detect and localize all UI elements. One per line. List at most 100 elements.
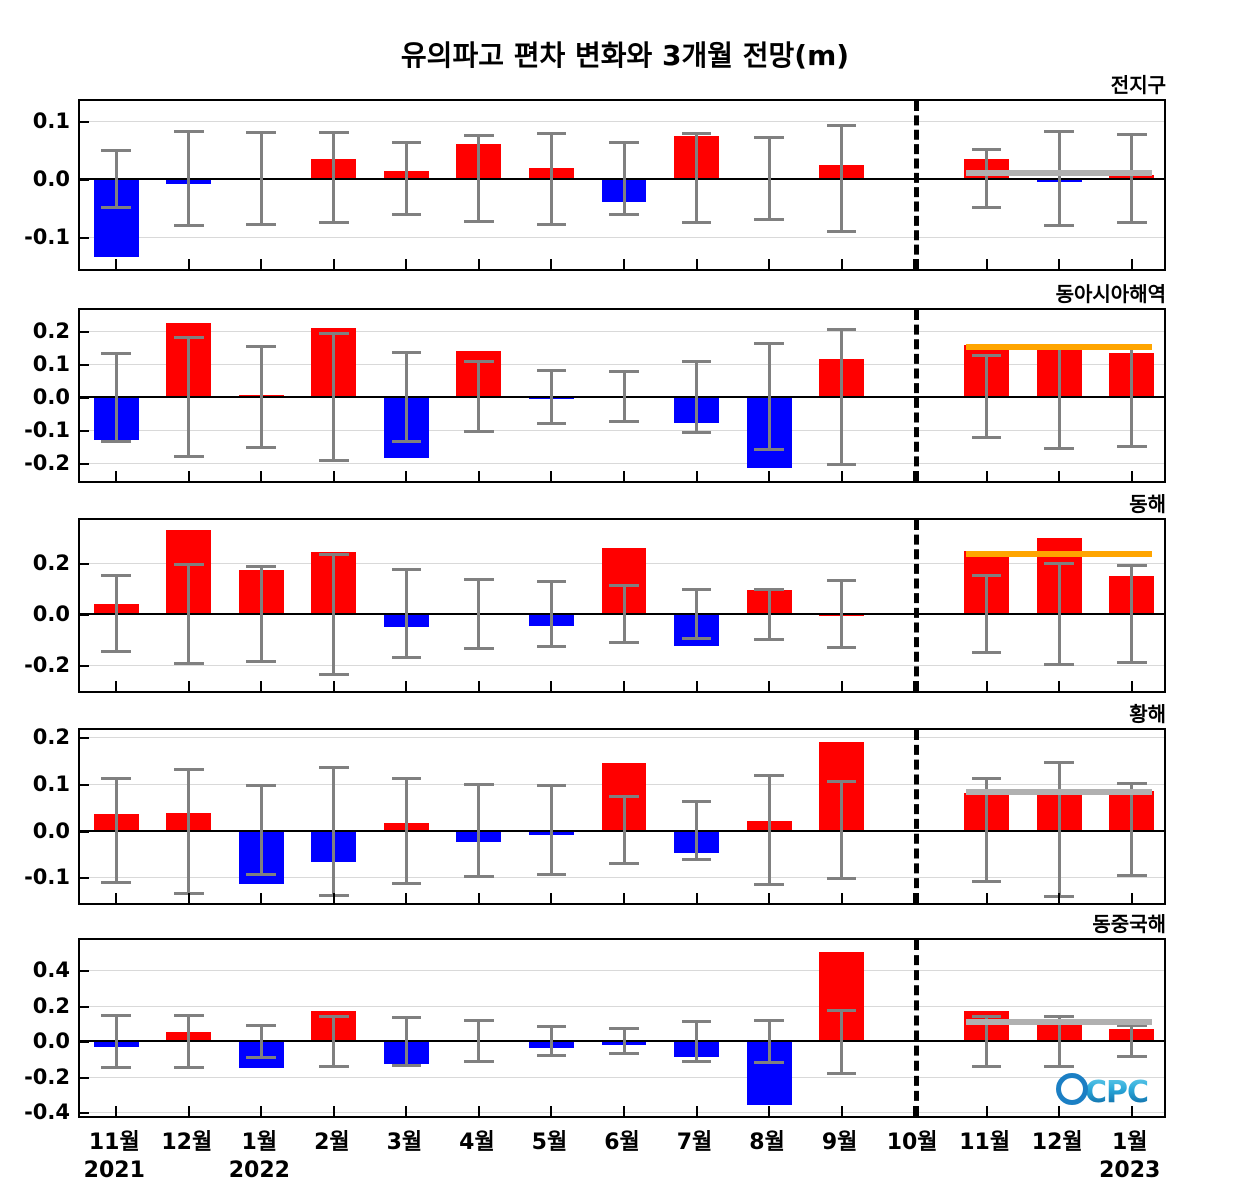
error-bar-cap xyxy=(1044,562,1075,566)
error-bar-line xyxy=(549,131,553,226)
gridline xyxy=(80,1076,1164,1078)
x-tick-mark xyxy=(1058,893,1061,903)
zero-axis-line xyxy=(80,613,1164,616)
error-bar-cap xyxy=(101,439,132,443)
y-tick-label: -0.1 xyxy=(24,225,70,250)
error-bar-cap xyxy=(609,795,639,799)
y-tick-label: 0.1 xyxy=(32,109,70,134)
error-bar-line xyxy=(1130,564,1134,664)
error-bar-cap xyxy=(246,783,277,787)
zero-axis-line xyxy=(80,396,1164,399)
error-bar-cap xyxy=(681,587,712,591)
error-bar-line xyxy=(840,1009,844,1076)
x-tick-mark xyxy=(985,471,988,481)
error-bar-cap xyxy=(971,354,1002,358)
error-bar-line xyxy=(985,354,989,439)
error-bar-line xyxy=(187,1013,191,1069)
y-tick-label: -0.2 xyxy=(24,450,70,475)
x-tick-mark xyxy=(115,471,118,481)
panel-region-label: 동해 xyxy=(1129,492,1166,516)
y-tick-label: 0.2 xyxy=(32,551,70,576)
error-bar-line xyxy=(985,776,989,884)
y-tick-mark xyxy=(80,1076,89,1079)
error-bar-line xyxy=(767,774,771,886)
error-bar-cap xyxy=(173,661,204,665)
error-bar-cap xyxy=(246,130,277,134)
x-tick-mark xyxy=(260,471,263,481)
error-bar-line xyxy=(549,579,553,648)
error-bar-line xyxy=(695,359,699,434)
error-bar-cap xyxy=(173,454,204,458)
error-bar-line xyxy=(622,795,626,865)
y-tick-mark xyxy=(80,970,89,973)
error-bar-cap xyxy=(536,421,567,425)
zero-axis-line xyxy=(80,829,1164,832)
error-bar-cap xyxy=(246,564,277,568)
y-tick-mark xyxy=(80,737,89,739)
error-bar-cap xyxy=(971,650,1002,654)
x-tick-mark xyxy=(405,471,408,481)
y-tick-label: -0.4 xyxy=(24,1100,70,1125)
x-tick-mark xyxy=(405,259,408,269)
error-bar-cap xyxy=(754,587,784,591)
error-bar-cap xyxy=(391,140,422,144)
error-bar-line xyxy=(1057,129,1061,228)
error-bar-cap xyxy=(173,1065,204,1069)
error-bar-cap xyxy=(173,562,204,566)
y-tick-label: 0.2 xyxy=(32,993,70,1018)
error-bar-cap xyxy=(246,446,277,450)
error-bar-cap xyxy=(1044,1065,1075,1068)
y-tick-mark xyxy=(80,430,89,433)
error-bar-cap xyxy=(971,1015,1002,1019)
error-bar-cap xyxy=(681,1019,712,1023)
error-bar-cap xyxy=(826,876,857,880)
x-tick-mark xyxy=(1058,259,1061,269)
gridline xyxy=(80,462,1164,464)
error-bar-cap xyxy=(173,223,204,227)
x-tick-mark xyxy=(550,893,553,903)
error-bar-line xyxy=(985,573,989,654)
error-bar-line xyxy=(477,359,481,434)
y-tick-label: -0.1 xyxy=(24,865,70,890)
gridline xyxy=(80,737,1164,738)
error-bar-cap xyxy=(1116,782,1147,786)
error-bar-cap xyxy=(754,342,784,346)
x-axis-month-label: 5월 xyxy=(531,1130,568,1155)
error-bar-line xyxy=(187,335,191,458)
plot-area xyxy=(78,99,1166,271)
error-bar-line xyxy=(1057,343,1061,450)
error-bar-cap xyxy=(609,640,639,644)
forecast-trend-line xyxy=(966,550,1152,557)
error-bar-cap xyxy=(681,1059,712,1063)
y-tick-label: 0.2 xyxy=(32,319,70,344)
error-bar-cap xyxy=(754,774,784,778)
error-bar-cap xyxy=(319,331,349,335)
error-bar-cap xyxy=(609,370,639,374)
error-bar-cap xyxy=(319,765,349,769)
y-tick-label: 0.2 xyxy=(32,725,70,749)
error-bar-cap xyxy=(319,221,349,225)
error-bar-line xyxy=(549,1025,553,1058)
chart-panel-2: 동아시아해역 xyxy=(78,282,1166,483)
error-bar-line xyxy=(840,124,844,234)
error-bar-cap xyxy=(391,1063,422,1067)
x-axis-month-label: 9월 xyxy=(821,1130,858,1155)
error-bar-cap xyxy=(681,131,712,135)
error-bar-line xyxy=(695,587,699,641)
error-bar-line xyxy=(259,130,263,226)
error-bar-cap xyxy=(319,131,349,135)
error-bar-line xyxy=(622,1027,626,1055)
error-bar-line xyxy=(1130,345,1134,448)
forecast-divider xyxy=(914,520,920,691)
y-tick-mark xyxy=(80,614,89,617)
error-bar-cap xyxy=(464,134,494,138)
error-bar-cap xyxy=(391,568,422,572)
error-bar-line xyxy=(477,134,481,224)
error-bar-cap xyxy=(1044,129,1075,133)
error-bar-cap xyxy=(1044,446,1075,450)
error-bar-cap xyxy=(246,344,277,348)
error-bar-cap xyxy=(754,217,784,221)
x-axis-year-label: 2023 xyxy=(1099,1158,1161,1183)
error-bar-cap xyxy=(826,230,857,234)
error-bar-line xyxy=(332,765,336,897)
